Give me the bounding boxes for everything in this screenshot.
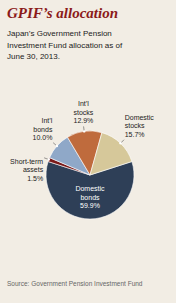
svg-text:10.0%: 10.0% xyxy=(33,134,53,141)
svg-text:stocks: stocks xyxy=(125,122,145,129)
svg-text:Short-term: Short-term xyxy=(10,158,43,165)
svg-text:Int’l: Int’l xyxy=(78,100,89,107)
svg-text:12.9%: 12.9% xyxy=(74,117,94,124)
svg-text:bonds: bonds xyxy=(80,194,100,201)
svg-text:bonds: bonds xyxy=(33,126,53,133)
svg-text:Domestic: Domestic xyxy=(125,114,155,121)
svg-text:Int’l: Int’l xyxy=(41,117,52,124)
svg-text:59.9%: 59.9% xyxy=(80,202,100,209)
svg-text:assets: assets xyxy=(23,166,44,173)
svg-text:15.7%: 15.7% xyxy=(125,131,145,138)
html-text:Source: Government Pension Inv: Source: Government Pension Investment Fu… xyxy=(7,280,143,287)
svg-text:1.5%: 1.5% xyxy=(27,175,43,182)
html-text:GPIF’s allocation: GPIF’s allocation xyxy=(7,5,118,21)
html-text:Japan’s Government Pension Inv: Japan’s Government Pension Investment Fu… xyxy=(7,29,123,62)
svg-text:stocks: stocks xyxy=(74,109,94,116)
svg-text:Domestic: Domestic xyxy=(75,185,105,192)
